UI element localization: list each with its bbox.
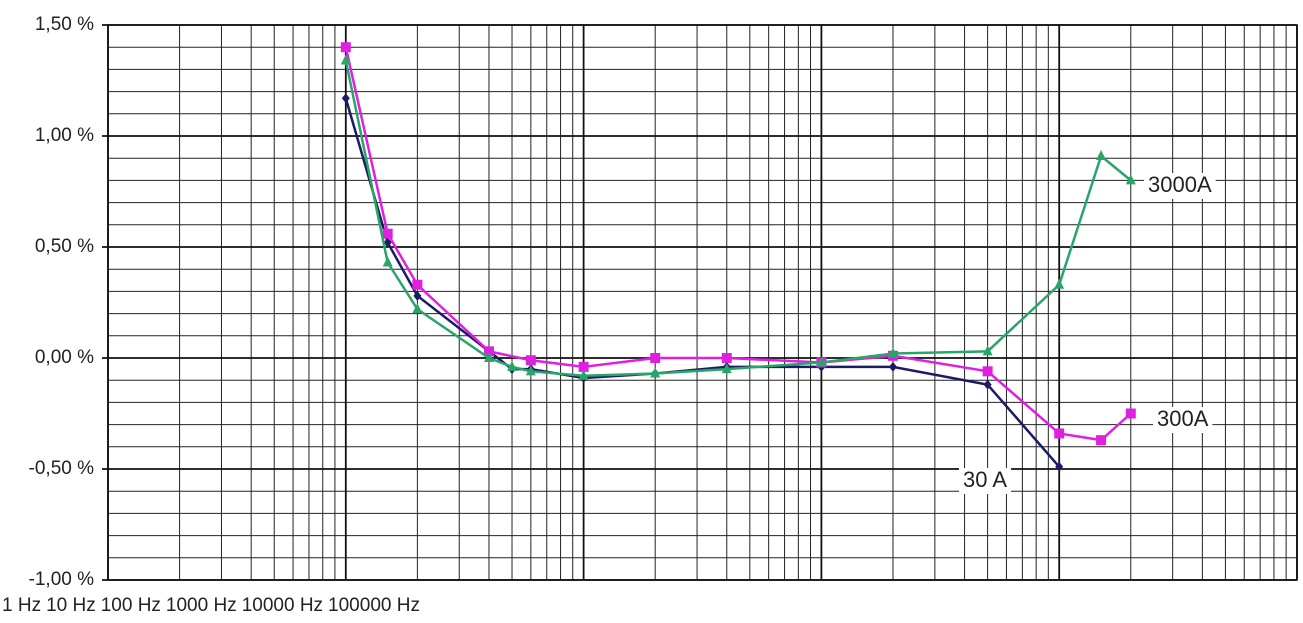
point — [888, 361, 897, 372]
series-label-bg — [1144, 173, 1216, 199]
point — [1054, 278, 1065, 289]
x-tick-label: 1000 Hz — [166, 595, 237, 616]
x-tick-label: 100 Hz — [101, 595, 161, 616]
x-tick-label: 1 Hz — [2, 595, 41, 616]
point — [1125, 408, 1136, 419]
point — [340, 42, 351, 53]
point — [816, 356, 827, 367]
point — [578, 369, 589, 380]
point — [382, 228, 393, 239]
point — [483, 346, 494, 357]
point — [1054, 428, 1065, 439]
point — [412, 279, 423, 290]
point — [340, 54, 351, 65]
y-tick-label: -1,00 % — [29, 569, 95, 590]
point — [887, 347, 898, 358]
x-tick-label: 10000 Hz — [242, 595, 323, 616]
y-tick-label: 0,00 % — [35, 347, 94, 368]
point — [1125, 174, 1136, 185]
series-label-bg — [1153, 407, 1213, 433]
point — [982, 366, 993, 377]
point — [525, 365, 536, 376]
point — [650, 353, 661, 363]
series-label: 300A — [1157, 406, 1209, 431]
point — [382, 256, 393, 267]
series-label-bg — [959, 468, 1012, 494]
x-tick-label: 10 Hz — [46, 595, 96, 616]
point — [525, 355, 536, 366]
y-tick-label: -0,50 % — [29, 458, 95, 479]
point — [721, 353, 732, 363]
series-label: 3000A — [1148, 172, 1212, 197]
point — [483, 352, 494, 362]
series-line — [344, 46, 1132, 442]
series-label: 30 A — [963, 467, 1007, 492]
x-tick-label: 100000 Hz — [328, 595, 420, 616]
y-tick-label: 0,50 % — [35, 236, 94, 257]
point — [721, 363, 732, 374]
y-tick-label: 1,00 % — [35, 125, 94, 146]
point — [1096, 149, 1107, 160]
point — [1096, 435, 1107, 446]
point — [650, 367, 661, 378]
series-line — [344, 97, 1061, 468]
point — [983, 379, 992, 390]
point — [982, 345, 993, 356]
point — [507, 360, 518, 371]
y-tick-label: 1,50 % — [35, 14, 94, 35]
point — [412, 303, 423, 314]
point — [383, 237, 392, 248]
plot-frame — [107, 24, 1298, 581]
point — [1055, 461, 1064, 472]
point — [578, 361, 589, 372]
point — [413, 290, 422, 301]
point — [341, 93, 350, 104]
